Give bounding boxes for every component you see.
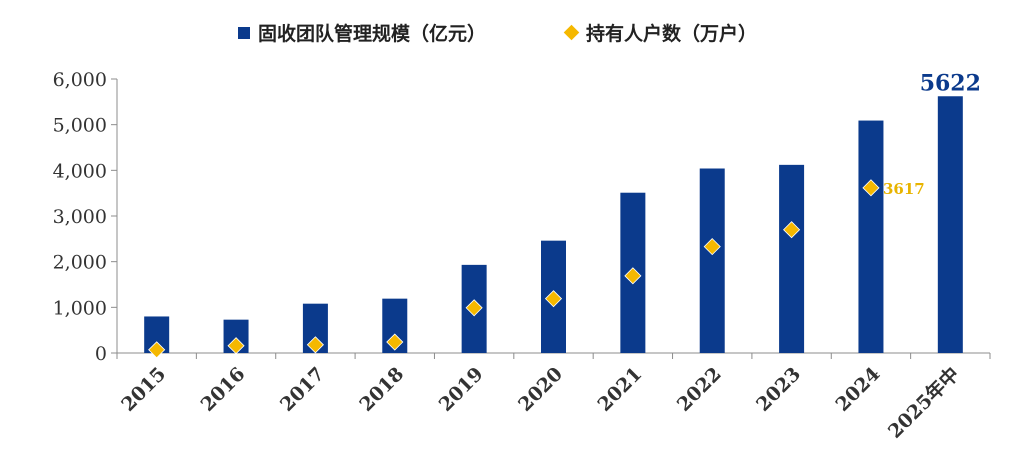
x-tick-label: 2023 (752, 363, 805, 416)
point (386, 333, 404, 351)
point (306, 336, 324, 354)
y-tick-label: 3,000 (53, 206, 107, 228)
x-tick-label: 2016 (197, 363, 250, 416)
legend-bar-label: 固收团队管理规模（亿元） (258, 22, 486, 45)
bar-data-label: 5622 (920, 70, 981, 96)
y-tick-label: 4,000 (53, 160, 107, 182)
point (783, 221, 801, 239)
y-tick-label: 5,000 (53, 115, 107, 137)
point (465, 299, 483, 317)
x-tick-label: 2018 (355, 363, 408, 416)
y-tick-label: 1,000 (53, 297, 107, 319)
x-tick-label: 2025年中 (883, 362, 964, 443)
legend-bar-swatch (238, 27, 250, 39)
bar (779, 164, 805, 353)
x-tick-label: 2019 (435, 363, 488, 416)
legend-point-swatch (563, 24, 580, 41)
x-tick-label: 2024 (832, 363, 885, 416)
point (703, 238, 721, 256)
point (624, 267, 642, 285)
bar (937, 96, 963, 354)
x-tick-label: 2015 (117, 363, 170, 416)
point (148, 341, 166, 359)
y-tick-label: 0 (95, 343, 107, 365)
bar (699, 168, 725, 353)
y-tick-label: 6,000 (53, 69, 107, 91)
x-tick-label: 2020 (514, 363, 567, 416)
point (544, 290, 563, 308)
point (862, 179, 880, 197)
bar (858, 120, 884, 353)
point-data-label: 3617 (883, 180, 925, 198)
bar-series (144, 96, 963, 354)
x-tick-label: 2021 (593, 363, 646, 416)
legend: 固收团队管理规模（亿元） 持有人户数（万户） (238, 22, 757, 45)
x-axis: 2015 2016 2017 2018 2019 2020 2021 2022 2023 2024… (116, 352, 991, 443)
x-tick-label: 2017 (276, 363, 329, 416)
data-labels: 5622 3617 (883, 70, 981, 198)
y-axis: 0 1,000 2,000 3,000 4,000 5,000 6,000 (53, 69, 118, 365)
point-series (148, 179, 880, 359)
point (227, 337, 245, 355)
y-tick-label: 2,000 (53, 252, 107, 274)
x-tick-label: 2022 (673, 363, 726, 416)
legend-point-label: 持有人户数（万户） (586, 22, 757, 45)
